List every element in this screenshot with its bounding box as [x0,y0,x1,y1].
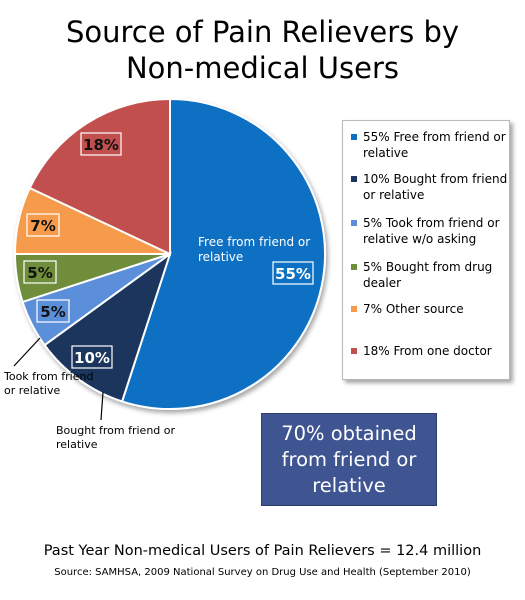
legend-item: 7% Other source [351,301,511,317]
pie-slice [43,251,172,403]
source-text: Source: SAMHSA, 2009 National Survey on … [54,567,471,578]
slice-value-label: 5% [27,264,52,282]
slice-value-label: 10% [74,349,110,367]
legend-label: 5% Bought from drug dealer [363,260,493,290]
legend-item: 10% Bought from friend or relative [351,171,511,203]
footer-text: Past Year Non-medical Users of Pain Reli… [43,543,482,559]
callout-box: 70% obtained from friend or relative [261,413,437,506]
annotation-leader-line [100,391,104,421]
legend-swatch [351,134,357,140]
legend-label: 7% Other source [363,302,464,316]
slice-inner-label: Free from friend or [198,235,310,249]
slice-value-label: 55% [275,265,311,283]
pie-slice [28,97,171,256]
chart-title-line-1: Source of Pain Relievers by [65,15,460,49]
legend-label: 5% Took from friend or relative w/o aski… [363,216,500,246]
slice-value-box [26,213,60,237]
chart-title-line-2: Non-medical Users [125,51,400,85]
slice-inner-label: relative [198,250,243,264]
annotation-took: Took from friend or relative [4,370,94,397]
annotation-leader-line [13,337,41,367]
legend-swatch [351,264,357,270]
legend-label: 10% Bought from friend or relative [363,172,508,202]
pie-slice [120,97,326,410]
legend-swatch [351,220,357,226]
chart-legend: 55% Free from friend or relative 10% Bou… [342,120,510,380]
slice-value-label: 7% [30,217,55,235]
legend-item: 5% Took from friend or relative w/o aski… [351,215,511,247]
legend-item: 18% From one doctor [351,343,511,359]
slice-value-box [80,132,122,156]
legend-label: 55% Free from friend or relative [363,130,506,160]
legend-swatch [351,176,357,182]
slice-value-box [272,261,314,285]
legend-swatch [351,348,357,354]
legend-swatch [351,306,357,312]
slice-value-box [23,260,57,284]
legend-item: 55% Free from friend or relative [351,129,511,161]
slice-value-box [71,345,113,369]
slice-value-box [36,299,70,323]
chart-title: Source of Pain Relievers by Non-medical … [0,14,525,86]
slice-value-label: 5% [40,303,65,321]
legend-label: 18% From one doctor [363,344,492,358]
slice-value-label: 18% [83,136,119,154]
annotation-bought: Bought from friend or relative [56,424,176,451]
callout-text: 70% obtained from friend or relative [281,421,417,497]
legend-item: 5% Bought from drug dealer [351,259,511,291]
